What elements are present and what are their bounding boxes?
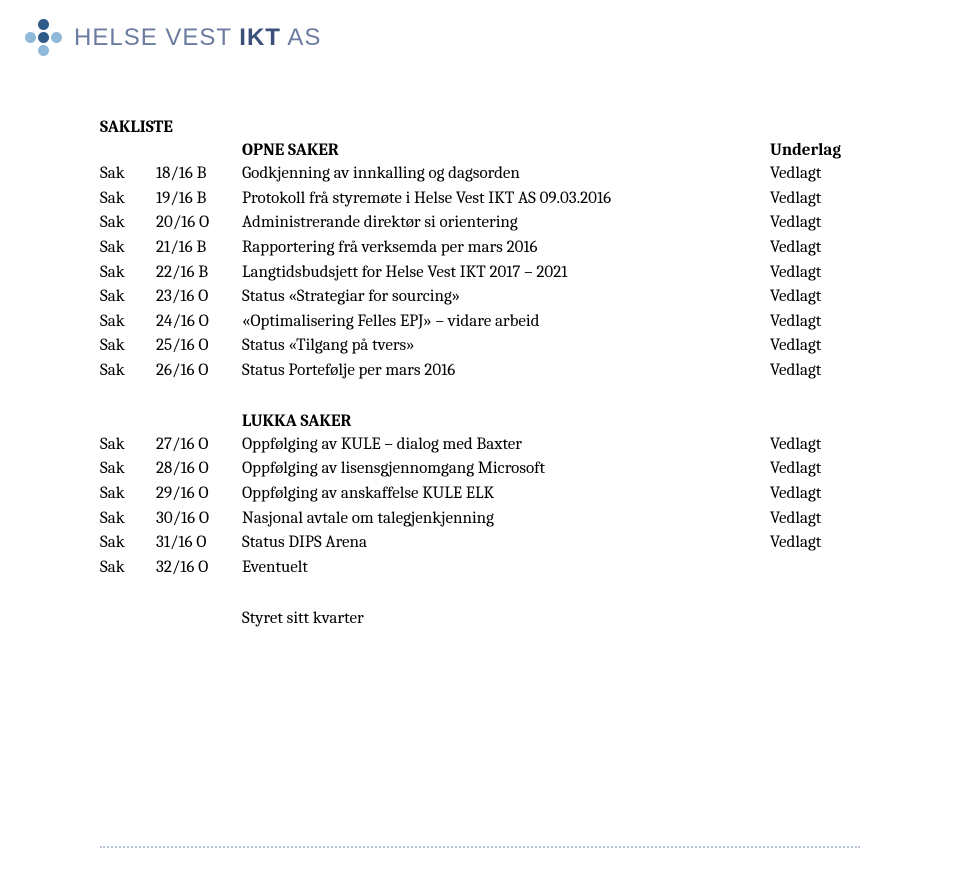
table-row: Sak30/16 ONasjonal avtale om talegjenkje… — [100, 507, 860, 532]
table-row: Sak31/16 OStatus DIPS ArenaVedlagt — [100, 531, 860, 556]
sak-underlag — [770, 556, 860, 581]
sak-number: 29/16 O — [156, 482, 242, 507]
table-row: Sak20/16 OAdministrerande direktør si or… — [100, 211, 860, 236]
sak-title: «Optimalisering Felles EPJ» – vidare arb… — [242, 310, 770, 335]
logo-text-3: AS — [281, 24, 321, 51]
sak-title: Rapportering frå verksemda per mars 2016 — [242, 236, 770, 261]
sak-underlag: Vedlagt — [770, 433, 860, 458]
sak-underlag: Vedlagt — [770, 359, 860, 384]
logo-text-2: IKT — [239, 24, 281, 51]
logo-bar: HELSE VEST IKT AS — [0, 0, 960, 58]
sak-label: Sak — [100, 211, 156, 236]
col-header-under: Underlag — [770, 141, 860, 160]
sak-underlag: Vedlagt — [770, 507, 860, 532]
sak-number: 24/16 O — [156, 310, 242, 335]
sak-number: 23/16 O — [156, 285, 242, 310]
sak-title: Nasjonal avtale om talegjenkjenning — [242, 507, 770, 532]
sak-label: Sak — [100, 482, 156, 507]
sak-title: Administrerande direktør si orientering — [242, 211, 770, 236]
sak-number: 31/16 O — [156, 531, 242, 556]
sak-label: Sak — [100, 310, 156, 335]
table-row: Sak26/16 OStatus Portefølje per mars 201… — [100, 359, 860, 384]
sak-title: Status DIPS Arena — [242, 531, 770, 556]
sak-underlag: Vedlagt — [770, 457, 860, 482]
sak-title: Langtidsbudsjett for Helse Vest IKT 2017… — [242, 261, 770, 286]
sak-label: Sak — [100, 457, 156, 482]
opne-saker-list: Sak18/16 BGodkjenning av innkalling og d… — [100, 162, 860, 384]
table-row: Sak22/16 BLangtidsbudsjett for Helse Ves… — [100, 261, 860, 286]
document-content: SAKLISTE OPNE SAKER Underlag Sak18/16 BG… — [0, 58, 960, 628]
sak-title: Oppfølging av lisensgjennomgang Microsof… — [242, 457, 770, 482]
sak-label: Sak — [100, 359, 156, 384]
sak-title: Status Portefølje per mars 2016 — [242, 359, 770, 384]
sak-label: Sak — [100, 261, 156, 286]
footer-text: Styret sitt kvarter — [100, 609, 860, 628]
sak-label: Sak — [100, 285, 156, 310]
sak-underlag: Vedlagt — [770, 285, 860, 310]
sak-underlag: Vedlagt — [770, 162, 860, 187]
sak-underlag: Vedlagt — [770, 334, 860, 359]
table-row: Sak18/16 BGodkjenning av innkalling og d… — [100, 162, 860, 187]
divider — [100, 846, 860, 848]
sak-title: Oppfølging av anskaffelse KULE ELK — [242, 482, 770, 507]
sak-number: 27/16 O — [156, 433, 242, 458]
sak-label: Sak — [100, 556, 156, 581]
sak-underlag: Vedlagt — [770, 236, 860, 261]
sak-title: Status «Tilgang på tvers» — [242, 334, 770, 359]
table-row: Sak32/16 OEventuelt — [100, 556, 860, 581]
sak-number: 30/16 O — [156, 507, 242, 532]
lukka-saker-title: LUKKA SAKER — [100, 412, 860, 431]
sak-underlag: Vedlagt — [770, 211, 860, 236]
sak-label: Sak — [100, 187, 156, 212]
sak-title: Protokoll frå styremøte i Helse Vest IKT… — [242, 187, 770, 212]
sak-label: Sak — [100, 507, 156, 532]
table-row: Sak23/16 OStatus «Strategiar for sourcin… — [100, 285, 860, 310]
table-row: Sak29/16 OOppfølging av anskaffelse KULE… — [100, 482, 860, 507]
sak-label: Sak — [100, 433, 156, 458]
sak-number: 19/16 B — [156, 187, 242, 212]
table-row: Sak28/16 OOppfølging av lisensgjennomgan… — [100, 457, 860, 482]
sak-underlag: Vedlagt — [770, 531, 860, 556]
page-title: SAKLISTE — [100, 118, 860, 137]
opne-saker-header: OPNE SAKER Underlag — [100, 141, 860, 160]
sak-title: Godkjenning av innkalling og dagsorden — [242, 162, 770, 187]
logo-text: HELSE VEST IKT AS — [74, 24, 321, 52]
table-row: Sak27/16 OOppfølging av KULE – dialog me… — [100, 433, 860, 458]
sak-label: Sak — [100, 236, 156, 261]
sak-number: 18/16 B — [156, 162, 242, 187]
sak-number: 25/16 O — [156, 334, 242, 359]
sak-number: 22/16 B — [156, 261, 242, 286]
sak-number: 21/16 B — [156, 236, 242, 261]
sak-title: Oppfølging av KULE – dialog med Baxter — [242, 433, 770, 458]
sak-label: Sak — [100, 162, 156, 187]
table-row: Sak24/16 O«Optimalisering Felles EPJ» – … — [100, 310, 860, 335]
table-row: Sak25/16 OStatus «Tilgang på tvers»Vedla… — [100, 334, 860, 359]
col-header-title: OPNE SAKER — [242, 141, 770, 160]
sak-number: 32/16 O — [156, 556, 242, 581]
sak-underlag: Vedlagt — [770, 261, 860, 286]
sak-title: Eventuelt — [242, 556, 770, 581]
logo-icon — [24, 18, 64, 58]
sak-label: Sak — [100, 531, 156, 556]
table-row: Sak19/16 BProtokoll frå styremøte i Hels… — [100, 187, 860, 212]
sak-underlag: Vedlagt — [770, 187, 860, 212]
sak-number: 20/16 O — [156, 211, 242, 236]
sak-underlag: Vedlagt — [770, 310, 860, 335]
lukka-saker-list: Sak27/16 OOppfølging av KULE – dialog me… — [100, 433, 860, 581]
sak-title: Status «Strategiar for sourcing» — [242, 285, 770, 310]
sak-number: 26/16 O — [156, 359, 242, 384]
table-row: Sak21/16 BRapportering frå verksemda per… — [100, 236, 860, 261]
sak-number: 28/16 O — [156, 457, 242, 482]
sak-label: Sak — [100, 334, 156, 359]
sak-underlag: Vedlagt — [770, 482, 860, 507]
logo-text-1: HELSE VEST — [74, 24, 239, 51]
